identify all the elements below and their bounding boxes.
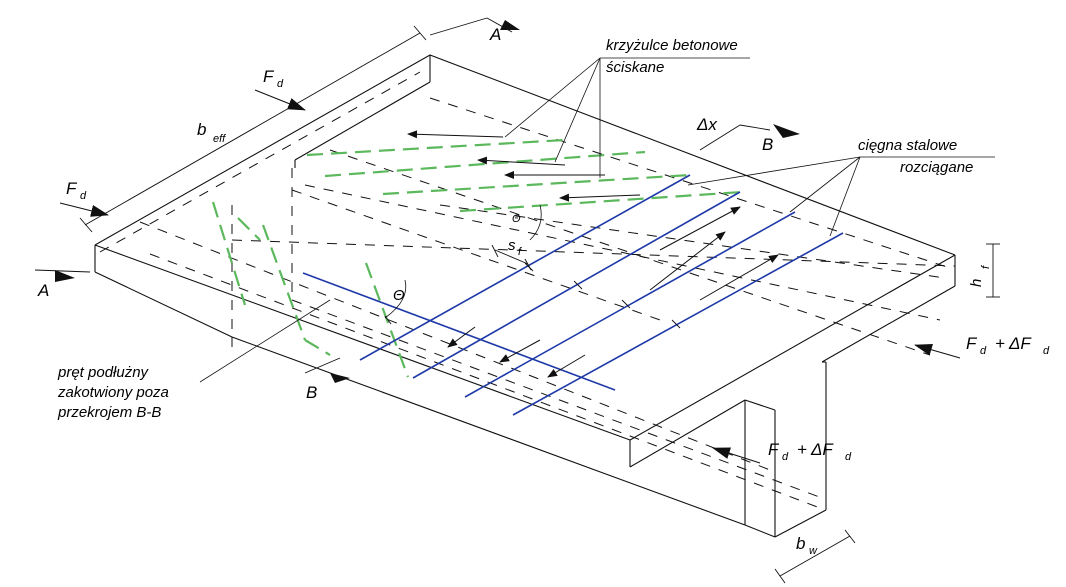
fd-left-sub: d: [80, 190, 87, 202]
struts-label-2: ściskane: [606, 59, 664, 76]
slab-bottom-front-right: [629, 399, 746, 468]
lower-force-d1: d: [782, 451, 789, 463]
fd-dfd-right-arrow: [914, 343, 961, 359]
section-a-top-arrow: [500, 20, 520, 30]
dx-label: Δx: [696, 115, 717, 134]
lower-force-plus: + ΔF: [797, 440, 834, 459]
slab-bottom-right-edge: [821, 285, 956, 363]
strut-top-1: [306, 138, 566, 157]
ties-label-2: rozciągane: [900, 159, 973, 176]
strut-front-2: [237, 217, 261, 241]
strut-top-3: [382, 173, 691, 196]
section-a-top-label: A: [489, 25, 501, 44]
strut-top-2: [324, 150, 646, 178]
fd-top-arrow: [254, 89, 306, 111]
lower-force-f: F: [768, 440, 780, 459]
hidden-lines: [99, 71, 956, 509]
strut-front-1: [211, 201, 247, 306]
right-force-d1: d: [980, 345, 987, 357]
web-bottom-right: [774, 509, 827, 538]
web-front-left: [231, 336, 746, 526]
section-a-left-label: A: [37, 281, 49, 300]
strut-top-4: [459, 190, 743, 213]
theta-lower-label: Θ: [393, 287, 405, 304]
web: [231, 336, 827, 538]
tie-2: [412, 191, 741, 379]
fd-top-sub: d: [277, 78, 284, 90]
hf-sub: f: [980, 265, 992, 269]
slab-back-inner: [294, 81, 431, 161]
bw-dimension: [779, 535, 851, 577]
fd-left-label: F: [66, 179, 78, 198]
beff-dimension: [84, 32, 421, 226]
right-force-f: F: [966, 334, 978, 353]
strut-front-3: [261, 224, 307, 341]
sf-sub: f: [518, 246, 522, 258]
slab-top-right-edge: [629, 254, 956, 441]
tie-3: [464, 211, 796, 398]
strut-front-5: [364, 262, 410, 378]
bar-label-2: zakotwiony poza: [57, 384, 169, 401]
leader-lines: [199, 57, 995, 383]
slab-bottom-left-edge: [94, 271, 233, 338]
section-a-left-arrow: [55, 270, 75, 282]
concrete-struts: [211, 138, 743, 378]
force-arrows: [407, 130, 779, 378]
section-b-bottom-label: B: [306, 383, 317, 402]
lower-force-d2: d: [845, 451, 852, 463]
right-force-plus: + ΔF: [995, 334, 1032, 353]
right-force-d2: d: [1043, 345, 1050, 357]
tie-1: [359, 174, 691, 361]
slab-top-back-edge: [94, 54, 956, 256]
bar-label-1: pręt podłużny: [57, 364, 150, 381]
dimension-lines: [34, 17, 1000, 584]
section-b-bottom-arrow: [330, 373, 350, 383]
strut-front-4: [304, 339, 331, 356]
section-b-top-label: B: [762, 135, 773, 154]
bw-sub: w: [809, 545, 818, 557]
tie-4: [512, 232, 844, 416]
hf-label: h: [968, 279, 985, 287]
longitudinal-bar: [302, 272, 616, 391]
bw-label: b: [796, 534, 805, 553]
theta-upper-label: Θ: [512, 213, 521, 225]
struts-label-1: krzyżulce betonowe: [606, 37, 738, 54]
web-bottom: [744, 524, 776, 538]
labels: krzyżulce betonowe ściskane cięgna stalo…: [37, 25, 1050, 557]
fd-dfd-lower-arrow: [712, 447, 761, 464]
slab-top-front-edge: [94, 244, 631, 441]
external-forces: [55, 20, 961, 464]
sf-label: s: [508, 237, 516, 254]
flange-slab: [94, 54, 956, 468]
beff-sub: eff: [213, 133, 226, 145]
section-b-top-arrow: [773, 124, 800, 138]
steel-ties: [302, 174, 844, 416]
web-top-step: [744, 399, 776, 411]
fd-top-label: F: [263, 67, 275, 86]
bar-label-3: przekrojem B-B: [57, 404, 161, 421]
beff-label: b: [197, 120, 206, 139]
fd-left-arrow: [59, 202, 109, 217]
ties-label-1: cięgna stalowe: [858, 137, 957, 154]
